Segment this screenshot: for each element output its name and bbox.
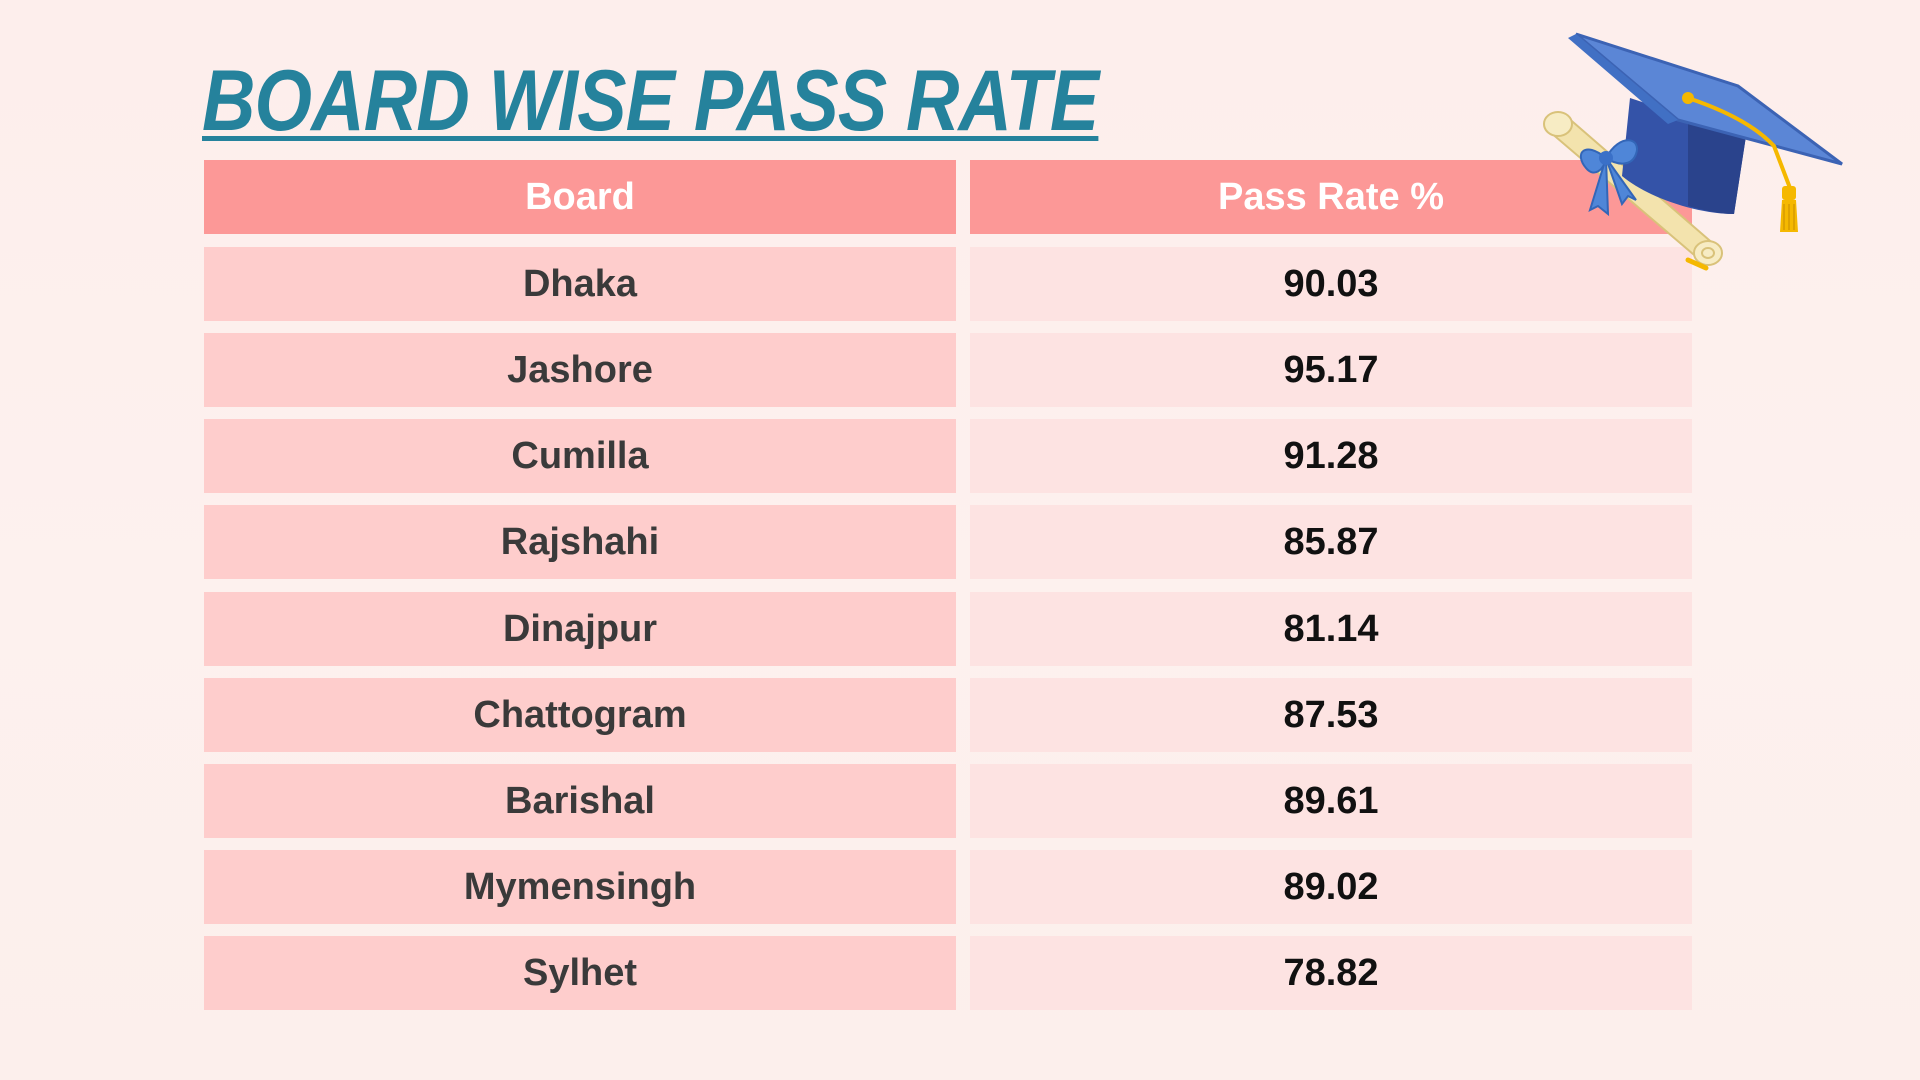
board-cell: Dinajpur bbox=[204, 592, 956, 666]
board-cell: Mymensingh bbox=[204, 850, 956, 924]
board-cell: Cumilla bbox=[204, 419, 956, 493]
pass-rate-cell: 89.02 bbox=[970, 850, 1692, 924]
board-cell: Dhaka bbox=[204, 247, 956, 321]
table-row: Barishal 89.61 bbox=[204, 764, 1692, 838]
table-row: Mymensingh 89.02 bbox=[204, 850, 1692, 924]
table-row: Rajshahi 85.87 bbox=[204, 505, 1692, 579]
board-cell: Sylhet bbox=[204, 936, 956, 1010]
pass-rate-cell: 89.61 bbox=[970, 764, 1692, 838]
pass-rate-cell: 91.28 bbox=[970, 419, 1692, 493]
board-cell: Jashore bbox=[204, 333, 956, 407]
table-row: Jashore 95.17 bbox=[204, 333, 1692, 407]
page-title: BOARD WISE PASS RATE bbox=[202, 53, 1099, 149]
table-row: Dinajpur 81.14 bbox=[204, 592, 1692, 666]
table-row: Dhaka 90.03 bbox=[204, 247, 1692, 321]
table-row: Chattogram 87.53 bbox=[204, 678, 1692, 752]
table-header-row: Board Pass Rate % bbox=[204, 160, 1692, 234]
pass-rate-cell: 95.17 bbox=[970, 333, 1692, 407]
table-row: Sylhet 78.82 bbox=[204, 936, 1692, 1010]
column-header-board: Board bbox=[204, 160, 956, 234]
pass-rate-cell: 85.87 bbox=[970, 505, 1692, 579]
board-cell: Barishal bbox=[204, 764, 956, 838]
column-header-pass-rate: Pass Rate % bbox=[970, 160, 1692, 234]
pass-rate-cell: 90.03 bbox=[970, 247, 1692, 321]
pass-rate-cell: 78.82 bbox=[970, 936, 1692, 1010]
pass-rate-cell: 87.53 bbox=[970, 678, 1692, 752]
table-row: Cumilla 91.28 bbox=[204, 419, 1692, 493]
pass-rate-cell: 81.14 bbox=[970, 592, 1692, 666]
board-cell: Rajshahi bbox=[204, 505, 956, 579]
graduation-cap-and-diploma-icon bbox=[1543, 32, 1843, 271]
board-cell: Chattogram bbox=[204, 678, 956, 752]
